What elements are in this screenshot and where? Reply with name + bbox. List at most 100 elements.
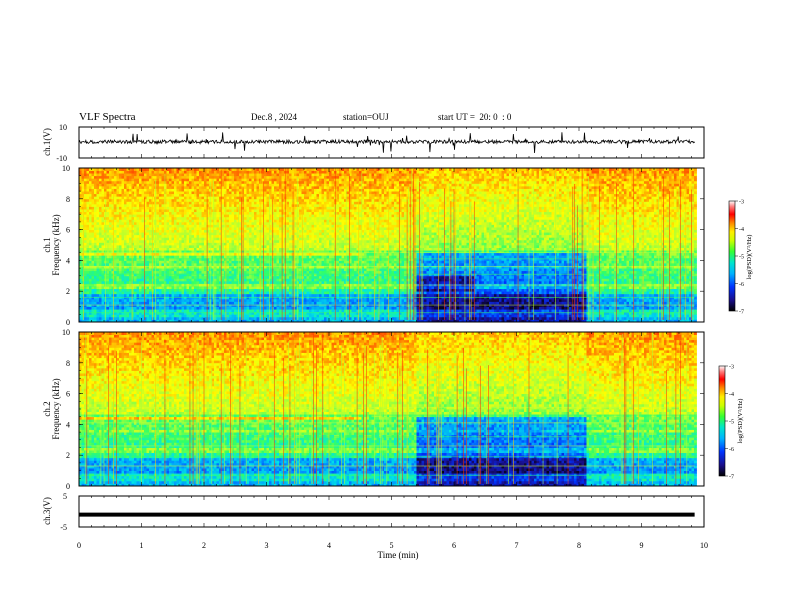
spectrogram-cell	[111, 234, 115, 238]
spectrogram-cell	[124, 229, 127, 233]
spectrogram-cell	[89, 206, 92, 210]
spectrogram-cell	[151, 203, 155, 207]
spectrogram-cell	[221, 265, 225, 269]
spectrogram-cell	[181, 196, 185, 200]
spectrogram-cell	[86, 293, 90, 297]
spectrogram-cell	[136, 296, 140, 300]
spectrogram-cell	[226, 278, 230, 282]
spectrogram-cell	[186, 286, 190, 290]
spectrogram-cell	[214, 304, 217, 307]
spectrogram-cell	[196, 178, 200, 182]
spectrogram-cell	[136, 257, 140, 261]
spectrogram-cell	[96, 286, 100, 290]
spectrogram-cell	[196, 201, 200, 205]
spectrogram-cell	[109, 229, 112, 233]
spectrogram-cell	[146, 237, 150, 241]
spectrogram-cell	[281, 296, 285, 300]
spectrogram-cell	[156, 178, 160, 182]
spectrogram-cell	[264, 224, 267, 228]
spectrogram-cell	[146, 319, 150, 323]
spectrogram-cell	[109, 298, 112, 302]
spectrogram-cell	[199, 211, 202, 215]
spectrogram-cell	[139, 247, 142, 251]
spectrogram-cell	[234, 319, 237, 323]
spectrogram-cell	[256, 209, 260, 213]
spectrogram-cell	[264, 232, 267, 236]
spectrogram-cell	[244, 211, 247, 215]
spectrogram-cell	[211, 250, 215, 254]
spectrogram-cell	[146, 306, 150, 310]
spectrogram-cell	[114, 201, 117, 205]
spectrogram-cell	[274, 183, 277, 187]
spectrogram-cell	[269, 319, 272, 323]
spectrogram-cell	[119, 219, 122, 223]
spectrogram-cell	[216, 224, 220, 228]
spectrogram-cell	[179, 206, 182, 210]
spectrogram-cell	[194, 173, 197, 177]
spectrogram-cell	[99, 286, 102, 290]
spectrogram-cell	[104, 193, 107, 197]
spectrogram-cell	[201, 296, 205, 300]
spectrogram-cell	[206, 270, 210, 274]
spectrogram-cell	[244, 237, 247, 241]
spectrogram-cell	[266, 268, 270, 272]
spectrogram-cell	[129, 291, 132, 295]
spectrogram-cell	[81, 319, 85, 323]
spectrogram-cell	[201, 268, 205, 272]
spectrogram-cell	[136, 250, 140, 254]
spectrogram-cell	[161, 196, 165, 200]
spectrogram-cell	[134, 239, 137, 243]
spectrogram-cell	[249, 242, 252, 246]
spectrogram-cell	[246, 250, 250, 254]
spectrogram-cell	[124, 211, 127, 215]
spectrogram-cell	[251, 257, 255, 261]
spectrogram-cell	[79, 224, 82, 228]
spectrogram-cell	[161, 203, 165, 207]
spectrogram-cell	[251, 178, 255, 182]
spectrogram-cell	[164, 242, 167, 246]
spectrogram-cell	[176, 170, 180, 174]
spectrogram-cell	[136, 291, 140, 295]
spectrogram-cell	[234, 178, 237, 182]
spectrogram-cell	[84, 209, 87, 213]
spectrogram-cell	[191, 173, 195, 177]
spectrogram-cell	[229, 311, 232, 315]
spectrogram-cell	[106, 168, 110, 171]
spectrogram-cell	[246, 260, 250, 264]
spectrogram-cell	[199, 193, 202, 197]
spectrogram-cell	[269, 214, 272, 218]
spectrogram-cell	[244, 214, 247, 218]
spectrogram-cell	[244, 219, 247, 223]
spectrogram-cell	[139, 273, 142, 277]
spectrogram-cell	[94, 234, 97, 238]
spectrogram-cell	[106, 306, 110, 310]
spectrogram-cell	[219, 227, 222, 230]
spectrogram-cell	[266, 319, 270, 323]
spectrogram-cell	[206, 180, 210, 184]
spectrogram-cell	[219, 170, 222, 174]
spectrogram-cell	[189, 260, 192, 264]
spectrogram-cell	[249, 304, 252, 307]
spectrogram-cell	[279, 193, 282, 197]
spectrogram-cell	[131, 273, 135, 277]
spectrogram-cell	[184, 180, 187, 184]
spectrogram-cell	[96, 273, 100, 277]
spectrogram-cell	[239, 191, 242, 195]
spectrogram-cell	[169, 170, 172, 174]
spectrogram-cell	[176, 262, 180, 266]
spectrogram-cell	[79, 203, 82, 207]
spectrogram-cell	[89, 219, 92, 223]
spectrogram-cell	[159, 221, 162, 225]
spectrogram-cell	[111, 193, 115, 197]
spectrogram-cell	[119, 247, 122, 251]
spectrogram-cell	[279, 257, 282, 261]
spectrogram-cell	[89, 242, 92, 246]
spectrogram-cell	[99, 216, 102, 220]
spectrogram-cell	[176, 219, 180, 223]
spectrogram-cell	[131, 196, 135, 200]
spectrogram-cell	[126, 291, 130, 295]
spectrogram-cell	[96, 288, 100, 292]
spectrogram-cell	[161, 227, 165, 230]
spectrogram-cell	[229, 237, 232, 241]
spectrogram-cell	[96, 239, 100, 243]
